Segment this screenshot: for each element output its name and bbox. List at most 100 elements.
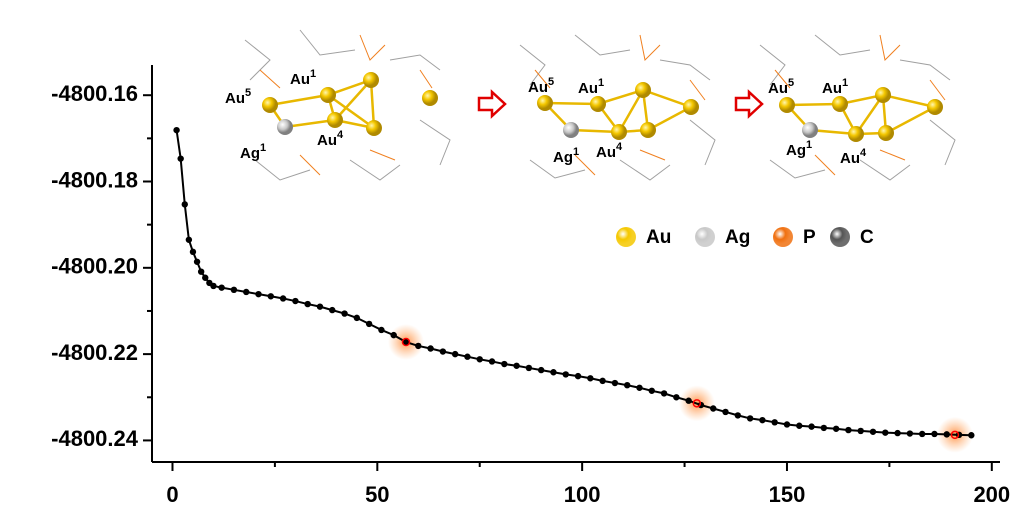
data-point [182, 201, 188, 207]
data-point [194, 259, 200, 265]
data-point [587, 375, 593, 381]
data-point [796, 423, 802, 429]
data-point [833, 426, 839, 432]
atom-index: 1 [260, 142, 266, 154]
data-point [526, 365, 532, 371]
data-point [870, 429, 876, 435]
atom-symbol: Ag [786, 142, 806, 159]
data-point [354, 315, 360, 321]
data-point [784, 421, 790, 427]
data-point [563, 371, 569, 377]
data-point [858, 428, 864, 434]
data-point [341, 310, 347, 316]
data-line [177, 130, 972, 435]
legend-label: P [803, 227, 816, 248]
atom-label: Au4 [596, 141, 623, 161]
atom-label: Au5 [528, 76, 554, 96]
data-point [231, 287, 237, 293]
y-tick-label: -4800.20 [51, 254, 138, 279]
data-point [735, 412, 741, 418]
data-point [550, 369, 556, 375]
data-point [624, 382, 630, 388]
atom-label: Ag1 [553, 146, 579, 166]
data-point [649, 388, 655, 394]
data-point [636, 385, 642, 391]
atom-symbol: Au [528, 79, 548, 96]
x-tick-label: 150 [769, 482, 806, 507]
legend-label: C [860, 227, 874, 248]
y-tick-label: -4800.16 [51, 81, 138, 106]
data-point [771, 419, 777, 425]
data-point [366, 321, 372, 327]
atom-label: Ag1 [786, 139, 812, 159]
data-point [845, 427, 851, 433]
data-point [292, 298, 298, 304]
atom-index: 1 [573, 146, 579, 158]
atom-index: 4 [860, 147, 867, 159]
atom-symbol: Au [225, 90, 245, 107]
data-point [243, 289, 249, 295]
y-tick-label: -4800.18 [51, 167, 138, 192]
data-point [575, 373, 581, 379]
chart: -4800.16-4800.18-4800.20-4800.22-4800.24… [0, 0, 1029, 512]
data-point [501, 361, 507, 367]
x-tick-label: 0 [166, 482, 178, 507]
data-point [427, 345, 433, 351]
data-point [759, 417, 765, 423]
data-point [391, 332, 397, 338]
data-point [255, 291, 261, 297]
atom-index: 4 [616, 141, 623, 153]
atom-index: 4 [337, 129, 344, 141]
data-point [944, 431, 950, 437]
data-point [378, 327, 384, 333]
y-tick-label: -4800.24 [51, 426, 139, 451]
data-point [452, 351, 458, 357]
atom-index: 1 [842, 77, 848, 89]
data-point [304, 301, 310, 307]
legend-swatch [616, 227, 636, 247]
atom-symbol: Au [822, 80, 842, 97]
data-point [894, 430, 900, 436]
atom-index: 5 [245, 87, 251, 99]
legend-label: Ag [725, 227, 750, 248]
legend-swatch [830, 227, 850, 247]
atom-label: Au1 [290, 68, 316, 88]
data-point [190, 249, 196, 255]
data-point [612, 380, 618, 386]
data-point [198, 268, 204, 274]
atom-label: Au4 [840, 147, 867, 167]
data-point [218, 284, 224, 290]
data-point [882, 429, 888, 435]
data-point [661, 390, 667, 396]
x-tick-label: 50 [365, 482, 389, 507]
data-point [464, 354, 470, 360]
data-point [821, 425, 827, 431]
data-point [489, 358, 495, 364]
data-point [177, 155, 183, 161]
atom-symbol: Au [578, 80, 598, 97]
data-point [722, 409, 728, 415]
data-point [968, 432, 974, 438]
data-point [808, 423, 814, 429]
data-point [186, 237, 192, 243]
data-point [599, 378, 605, 384]
atom-label: Au4 [317, 129, 344, 149]
x-tick-label: 200 [973, 482, 1010, 507]
legend-label: Au [646, 227, 671, 248]
data-point [280, 295, 286, 301]
data-point [747, 415, 753, 421]
data-point [202, 275, 208, 281]
atom-index: 5 [548, 76, 554, 88]
atom-label: Ag1 [240, 142, 266, 162]
data-point [268, 293, 274, 299]
data-point [931, 431, 937, 437]
data-point [317, 303, 323, 309]
atom-symbol: Au [840, 150, 860, 167]
atom-index: 1 [806, 139, 812, 151]
atom-label: Au5 [768, 77, 794, 97]
atom-label: Au5 [225, 87, 251, 107]
legend-swatch [695, 227, 715, 247]
atom-label: Au1 [822, 77, 848, 97]
data-point [173, 127, 179, 133]
data-point [919, 431, 925, 437]
